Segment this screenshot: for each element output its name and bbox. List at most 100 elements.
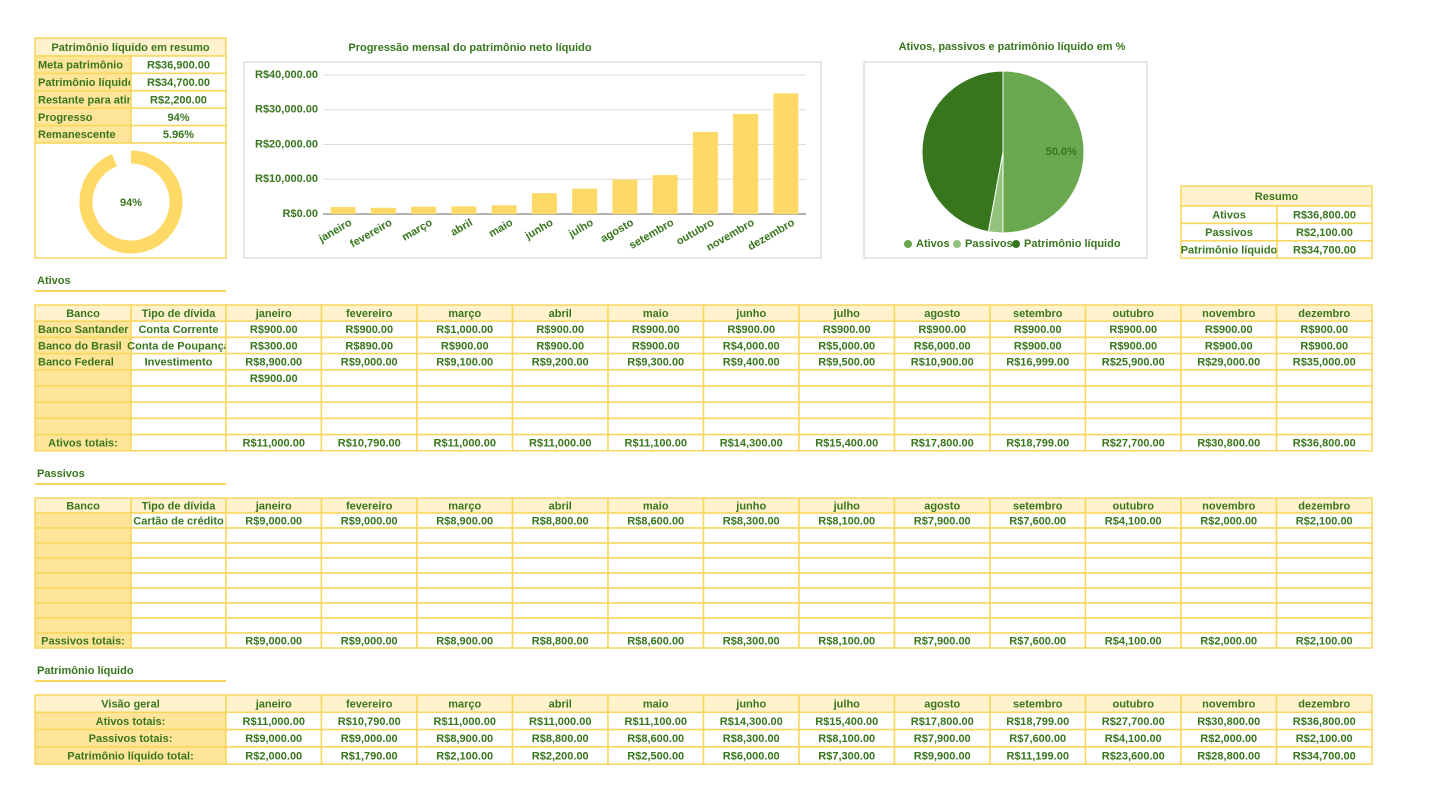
cell-text: R$30,800.00 — [1197, 716, 1260, 728]
cell — [607, 527, 705, 544]
cell-text: R$8,800.00 — [532, 635, 589, 647]
cell — [1180, 542, 1278, 559]
cell-text: R$9,000.00 — [341, 733, 398, 745]
cell-text: R$900.00 — [345, 324, 393, 336]
cell-text: julho — [833, 308, 861, 320]
cell-text: R$2,100.00 — [436, 750, 493, 762]
cell-text: Patrimônio líquido em resumo — [51, 42, 210, 54]
cell — [989, 385, 1087, 403]
cell-text: Meta patrimônio — [38, 60, 123, 72]
cell-text: R$8,600.00 — [627, 515, 684, 527]
cell — [893, 617, 991, 634]
cell — [225, 542, 323, 559]
cell-text: R$900.00 — [1300, 340, 1348, 352]
cell — [34, 572, 132, 589]
cell — [225, 385, 323, 403]
cell — [416, 602, 514, 619]
cell-text: Ativos totais: — [48, 438, 118, 450]
gauge-box — [34, 142, 227, 259]
cell — [798, 369, 896, 387]
cell — [225, 417, 323, 436]
cell — [511, 542, 609, 559]
cell — [798, 542, 896, 559]
cell — [893, 401, 991, 420]
cell — [416, 417, 514, 436]
cell — [511, 587, 609, 604]
cell-text: R$5,000.00 — [818, 340, 875, 352]
cell — [798, 572, 896, 589]
cell — [1084, 602, 1182, 619]
cell-text: junho — [735, 500, 766, 512]
cell — [34, 542, 132, 559]
cell — [1275, 746, 1373, 765]
bar — [612, 179, 638, 214]
cell — [893, 369, 991, 387]
cell-text: R$11,000.00 — [243, 716, 305, 728]
cell — [34, 401, 132, 420]
cell — [989, 417, 1087, 436]
cell-text: R$17,800.00 — [911, 716, 974, 728]
cell — [320, 385, 418, 403]
cell — [702, 401, 800, 420]
cell-text: janeiro — [255, 699, 292, 711]
cell-text: R$9,300.00 — [627, 357, 684, 369]
cell — [320, 557, 418, 574]
cell-text: R$2,100.00 — [1296, 515, 1353, 527]
legend-label: Ativos — [916, 238, 950, 250]
cell — [320, 417, 418, 436]
cell — [989, 542, 1087, 559]
cell — [511, 369, 609, 387]
cell — [511, 557, 609, 574]
cell — [511, 385, 609, 403]
cell — [1180, 572, 1278, 589]
cell-text: R$2,100.00 — [1296, 635, 1353, 647]
bar — [330, 207, 356, 214]
cell — [798, 385, 896, 403]
cell-text: R$29,000.00 — [1197, 357, 1260, 369]
cell-text: Passivos — [1205, 227, 1253, 239]
cell — [320, 602, 418, 619]
cell — [702, 557, 800, 574]
cell-text: R$7,300.00 — [818, 750, 875, 762]
cell-text: fevereiro — [346, 308, 393, 320]
cell-text: R$9,000.00 — [245, 635, 302, 647]
cell — [225, 401, 323, 420]
cell — [34, 385, 132, 403]
cell — [1084, 617, 1182, 634]
cell-text: R$900.00 — [1205, 324, 1253, 336]
cell — [130, 617, 227, 634]
cell-text: R$9,000.00 — [245, 515, 302, 527]
cell — [511, 602, 609, 619]
cell-text: R$9,000.00 — [341, 515, 398, 527]
cell-text: agosto — [924, 500, 960, 512]
cell-text: R$28,800.00 — [1197, 750, 1260, 762]
legend-swatch — [904, 240, 912, 248]
cell-text: 5.96% — [163, 129, 194, 141]
cell — [893, 542, 991, 559]
cell-text: R$9,200.00 — [532, 357, 589, 369]
cell-text: R$7,600.00 — [1009, 733, 1066, 745]
section-title: Patrimônio líquido — [37, 665, 134, 677]
cell-text: Passivos totais: — [41, 635, 125, 647]
cell — [130, 433, 227, 452]
cell-text: R$11,000.00 — [529, 716, 591, 728]
cell — [225, 602, 323, 619]
cell — [607, 602, 705, 619]
cell-text: R$8,900.00 — [436, 635, 493, 647]
cell-text: Banco — [66, 308, 100, 320]
cell — [702, 527, 800, 544]
cell-text: Tipo de dívida — [142, 500, 217, 512]
cell — [130, 542, 227, 559]
cell-text: julho — [833, 699, 861, 711]
cell-text: R$2,100.00 — [1296, 733, 1353, 745]
cell-text: novembro — [1202, 500, 1255, 512]
cell — [702, 369, 800, 387]
cell — [893, 572, 991, 589]
bar — [692, 131, 718, 214]
cell-text: R$15,400.00 — [815, 438, 878, 450]
cell — [1275, 385, 1373, 403]
cell — [1180, 417, 1278, 436]
cell-text: Conta de Poupança — [127, 340, 231, 352]
cell — [702, 385, 800, 403]
cell-text: R$900.00 — [536, 340, 584, 352]
